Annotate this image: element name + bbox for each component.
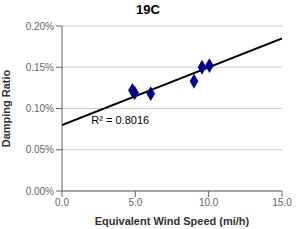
svg-text:0.05%: 0.05% [26,144,54,155]
svg-text:0.15%: 0.15% [26,62,54,73]
svg-text:R² = 0.8016: R² = 0.8016 [91,114,149,126]
svg-text:Damping Ratio: Damping Ratio [8,69,12,147]
svg-text:10.0: 10.0 [199,197,219,208]
svg-text:Equivalent Wind Speed (mi/h): Equivalent Wind Speed (mi/h) [95,215,250,227]
svg-text:0.10%: 0.10% [26,103,54,114]
html-text:19C: 19C [136,2,160,17]
svg-text:15.0: 15.0 [272,197,288,208]
svg-text:0.0: 0.0 [55,197,69,208]
svg-text:0.20%: 0.20% [26,21,54,32]
svg-text:0.00%: 0.00% [26,186,54,197]
svg-text:5.0: 5.0 [128,197,142,208]
